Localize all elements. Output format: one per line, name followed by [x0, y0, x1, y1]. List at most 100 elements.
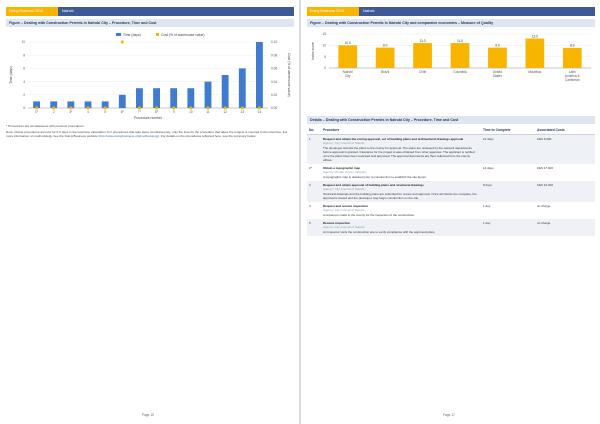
page-header: Doing Business 2016 Nairobi — [307, 7, 595, 16]
city-label: Nairobi — [62, 9, 74, 13]
procedure-chart-svg: Time (days) Cost (% of warehouse value) 0 2… — [9, 33, 291, 120]
header-cost: Associated Costs — [535, 126, 595, 135]
y2-tick-label: 0.00 — [271, 106, 277, 110]
procedure-agency: Agency: City Council of Nairobi — [323, 141, 365, 145]
row-procedure: Obtain a topographic map Agency: Private … — [321, 164, 481, 181]
cost-marker — [120, 40, 124, 44]
row-number: 5 — [307, 219, 321, 236]
cost-marker — [258, 106, 261, 110]
table-row: 1 Request and obtain the zoning approval,… — [307, 134, 595, 164]
x-tick-label: 7* — [138, 110, 142, 114]
time-bar — [187, 88, 195, 108]
left-page: Doing Business 2016 Nairobi Figure – Dea… — [0, 0, 299, 424]
x-tick-label: 6* — [121, 110, 125, 114]
procedure-agency: Agency: City Council of Nairobi — [323, 208, 365, 212]
y-tick-label: 15 — [322, 32, 326, 36]
x-tick-label: 14 — [258, 110, 262, 114]
footnote: * Procedures are simultaneous with previ… — [6, 124, 85, 128]
cost-marker — [155, 106, 158, 110]
time-bar — [50, 101, 58, 108]
procedure-description: An inspector visits the construction sit… — [323, 230, 436, 234]
page-number: Page 17 — [443, 413, 455, 417]
header-no: No. — [307, 126, 321, 135]
procedure-title: Obtain a topographic map — [323, 166, 361, 170]
row-number: 2* — [309, 166, 312, 170]
header-procedure: Procedure — [321, 126, 481, 135]
x-axis-label: Procedure number — [134, 116, 163, 120]
y2-tick-label: 0.04 — [271, 80, 277, 84]
time-bar — [256, 42, 263, 108]
legend-label-time: Time (days) — [123, 33, 141, 37]
procedure-description: The developer submits the plans to the c… — [323, 146, 475, 162]
procedure-description: A topographic map is obtained prior to c… — [323, 175, 427, 179]
x-tick-label: 4 — [87, 110, 89, 114]
y-tick-label: 6 — [23, 67, 25, 71]
row-number: 1 — [307, 134, 321, 164]
y-tick-label: 0 — [23, 106, 25, 110]
row-procedure: Receive inspection Agency: City Council o… — [321, 219, 481, 236]
row-cost: no charge — [537, 204, 551, 208]
bar-value-label: 9.0 — [495, 43, 500, 47]
time-bar — [67, 101, 75, 108]
city-label: Nairobi — [363, 9, 375, 13]
y-tick-label: 2 — [23, 93, 25, 97]
row-procedure: Request and obtain approval of building … — [321, 181, 481, 202]
x-tick-label: 13 — [241, 110, 245, 114]
x-tick-label: 9 — [173, 110, 175, 114]
y-axis-label: Index score — [311, 42, 315, 60]
x-tick-label: 5 — [104, 110, 106, 114]
bar-value-label: 11.0 — [457, 39, 463, 43]
methodology-note: Note: Online procedures account for 0.0 … — [6, 130, 294, 139]
methodology-link[interactable]: (http://www.doingbusiness.org/methodolog… — [98, 134, 160, 139]
cost-marker — [206, 106, 210, 110]
cost-marker — [138, 106, 141, 110]
table-title: Details – Dealing with Construction Perm… — [307, 116, 595, 124]
bar-value-label: 9.0 — [383, 43, 388, 47]
y2-tick-label: 0.08 — [271, 53, 277, 57]
legend-swatch-cost — [156, 33, 159, 36]
row-time: 1 day — [483, 204, 491, 208]
y-tick-label: 0 — [324, 66, 326, 70]
procedure-title: Request and obtain approval of building … — [323, 183, 424, 187]
methodology-text: Note: Online procedures account for 0.0 … — [6, 130, 288, 139]
time-bar — [204, 81, 212, 108]
page-header: Doing Business 2016 Nairobi — [6, 7, 294, 16]
x-tick-label: 1* — [35, 110, 39, 114]
y2-tick-label: 0.10 — [271, 40, 277, 44]
procedure-table: No. Procedure Time to Complete Associate… — [307, 126, 595, 236]
quality-bar — [488, 47, 507, 68]
cost-marker — [223, 106, 227, 110]
procedure-agency: Agency: City Council of Nairobi — [323, 225, 365, 229]
legend-swatch-time — [116, 33, 121, 36]
quality-bar — [525, 38, 545, 68]
row-cost: KES 10,000 — [535, 181, 595, 202]
x-tick-label: United — [493, 70, 502, 74]
x-tick-label: Brazil — [381, 70, 389, 74]
procedure-title: Receive inspection — [323, 221, 351, 225]
x-tick-label: Colombia — [453, 70, 467, 74]
x-tick-label: 12 — [223, 110, 227, 114]
row-procedure: Request and receive inspection Agency: Ci… — [321, 202, 481, 219]
row-cost: KES 17,000 — [537, 166, 554, 170]
right-page: Doing Business 2016 Nairobi Figure – Dea… — [301, 0, 600, 424]
row-cost: no charge — [535, 219, 595, 236]
time-bar — [170, 88, 178, 108]
table-row: 4 Request and receive inspection Agency: C… — [307, 202, 595, 219]
row-time: 1 day — [481, 219, 535, 236]
x-tick-label: Caribbean — [565, 78, 580, 82]
cost-marker — [189, 106, 193, 110]
procedure-chart: Time (days) Cost (% of warehouse value) 0 2… — [6, 30, 294, 122]
x-tick-label: 11 — [206, 110, 210, 114]
row-time: 21 days — [481, 134, 535, 164]
x-tick-label: Latin — [569, 70, 576, 74]
y-tick-label: 8 — [23, 53, 25, 57]
table-row: 3 Request and obtain approval of building… — [307, 181, 595, 202]
header-time: Time to Complete — [481, 126, 535, 135]
x-tick-label: States — [493, 74, 502, 78]
y-tick-label: 10 — [322, 44, 326, 48]
y-tick-label: 10 — [21, 40, 25, 44]
procedure-title: Request and obtain the zoning approval, … — [323, 137, 464, 141]
table-header-row: No. Procedure Time to Complete Associate… — [307, 126, 595, 135]
figure-title: Figure – Dealing with Construction Permi… — [6, 19, 294, 27]
